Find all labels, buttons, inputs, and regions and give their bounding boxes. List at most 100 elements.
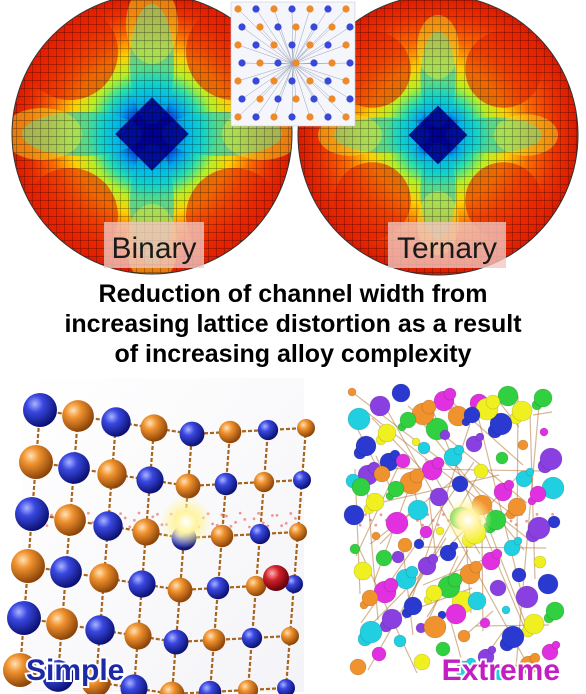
atom xyxy=(179,421,205,447)
atom xyxy=(527,516,551,540)
inset-atom xyxy=(328,23,336,31)
atom xyxy=(427,553,439,565)
inset-atom xyxy=(274,95,282,103)
inset-bond xyxy=(292,63,311,118)
inset-bond xyxy=(255,8,294,65)
atom xyxy=(210,524,234,548)
inset-bond xyxy=(291,63,294,118)
inset-bond xyxy=(292,63,351,100)
radiation-track-dot xyxy=(280,524,283,528)
inset-atom xyxy=(292,23,300,31)
radiation-track-dot xyxy=(261,521,265,525)
atom xyxy=(140,414,168,442)
atom xyxy=(515,585,539,609)
atom xyxy=(58,452,90,484)
atom xyxy=(511,567,527,583)
atom xyxy=(405,565,419,579)
radiation-track-dot xyxy=(119,512,122,516)
atom xyxy=(19,445,53,479)
inset-atom xyxy=(306,41,314,49)
atom xyxy=(375,549,393,567)
atom xyxy=(501,605,511,615)
inset-bond xyxy=(292,26,315,65)
inset-bond xyxy=(277,63,294,100)
atom xyxy=(551,640,561,650)
atom xyxy=(371,531,381,541)
inset-atom xyxy=(270,41,278,49)
radiation-track-dot xyxy=(133,518,136,522)
radiation-track-dot xyxy=(442,513,445,516)
inset-atom xyxy=(342,113,350,121)
inset-atom xyxy=(288,5,296,13)
radiation-track-dot xyxy=(123,516,127,520)
atom xyxy=(206,576,230,600)
inset-bond xyxy=(255,63,294,118)
atom xyxy=(529,652,541,664)
inset-atom xyxy=(238,23,246,31)
radiation-track-dot xyxy=(137,511,141,515)
inset-bond xyxy=(237,63,294,82)
radiation-track-dot xyxy=(220,513,224,517)
radiation-track-dot xyxy=(225,514,228,518)
atom xyxy=(435,526,445,536)
inset-bond xyxy=(292,62,351,65)
radiation-track-dot xyxy=(243,518,247,521)
atom xyxy=(202,628,226,652)
inset-atom xyxy=(306,5,314,13)
inset-atom xyxy=(342,5,350,13)
radiation-track-dot xyxy=(509,519,513,523)
inset-bond xyxy=(292,44,347,65)
inset-bond xyxy=(292,63,329,118)
atom xyxy=(447,572,463,588)
atom xyxy=(403,596,423,616)
atom xyxy=(435,641,451,657)
atom xyxy=(417,441,431,455)
atom xyxy=(537,573,559,595)
atom xyxy=(539,427,549,437)
collision-flash xyxy=(160,496,212,548)
atom xyxy=(421,399,437,415)
atom xyxy=(97,459,127,489)
atom xyxy=(423,615,447,639)
atom xyxy=(167,577,193,603)
inset-bond xyxy=(273,8,294,65)
atom xyxy=(429,487,449,507)
radiation-track-dot xyxy=(551,512,554,516)
inset-atom xyxy=(288,113,296,121)
radiation-track-dot xyxy=(151,515,155,519)
radiation-track-dot xyxy=(238,511,242,515)
atom xyxy=(413,653,431,671)
inset-bond xyxy=(292,26,351,65)
radiation-track-dot xyxy=(229,524,233,528)
atom xyxy=(495,451,509,465)
inset-atom xyxy=(270,77,278,85)
atom xyxy=(525,467,535,477)
radiation-track-dot xyxy=(266,524,270,528)
atom xyxy=(136,466,164,494)
atom xyxy=(425,584,443,602)
displaced-atom xyxy=(263,565,289,591)
atom xyxy=(487,645,497,655)
inset-atom xyxy=(252,5,260,13)
atom xyxy=(469,560,483,574)
bond xyxy=(428,496,437,559)
atom xyxy=(497,385,519,407)
inset-bond xyxy=(292,63,347,82)
bond xyxy=(481,537,484,632)
inset-atom xyxy=(256,23,264,31)
atom xyxy=(237,679,259,694)
inset-atom xyxy=(252,41,260,49)
atom xyxy=(11,549,45,583)
atom xyxy=(128,570,156,598)
atom xyxy=(159,681,185,694)
atom xyxy=(545,601,565,621)
radiation-track-dot xyxy=(535,512,539,516)
radiation-track-dot xyxy=(431,519,435,522)
atom xyxy=(365,492,385,512)
atom xyxy=(132,518,160,546)
inset-atom xyxy=(346,23,354,31)
atom xyxy=(277,679,295,694)
atom xyxy=(501,625,525,649)
atom xyxy=(85,615,115,645)
atom xyxy=(253,471,275,493)
